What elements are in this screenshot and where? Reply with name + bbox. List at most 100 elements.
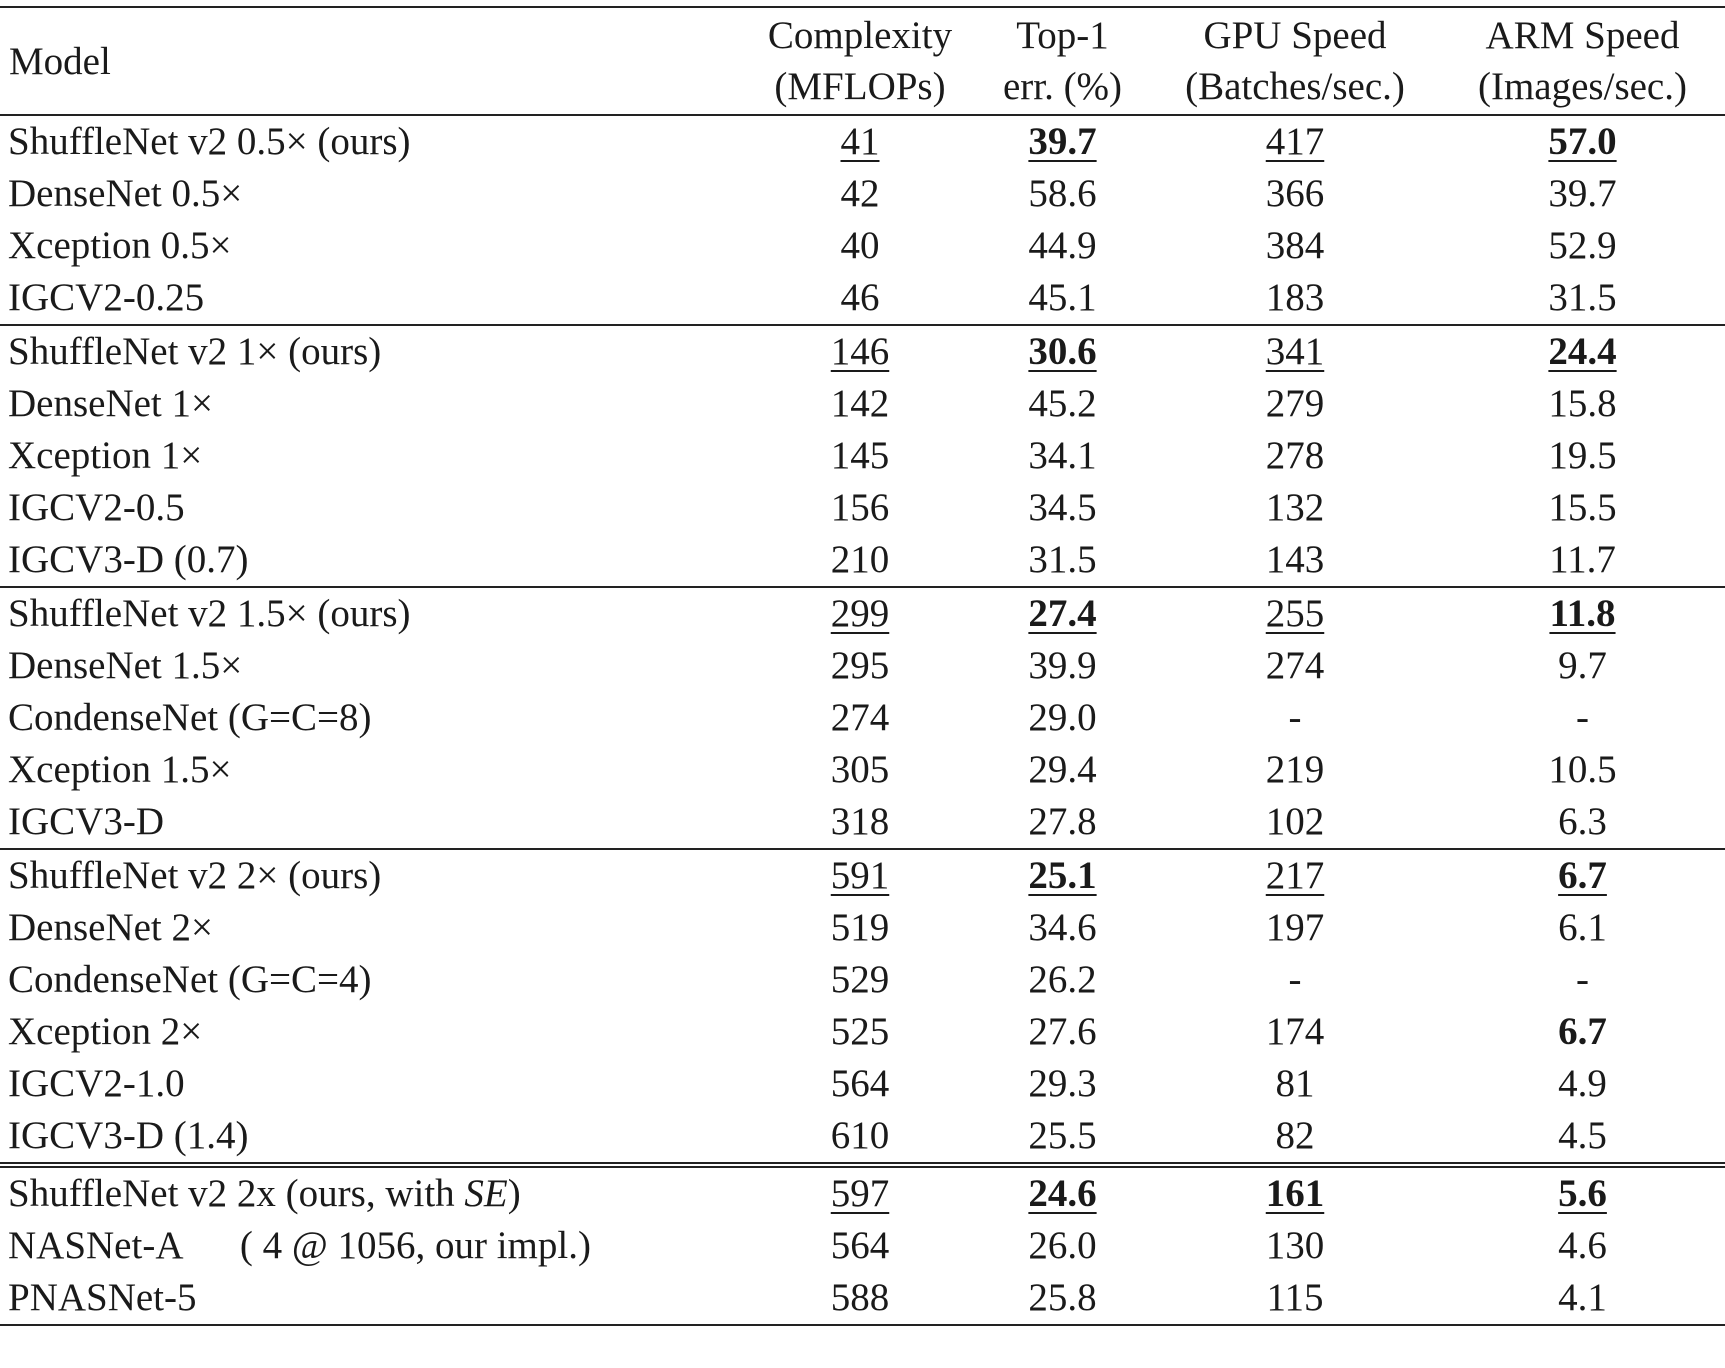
cell-text: 27.8 [1028, 800, 1097, 843]
cell-text: 26.0 [1028, 1224, 1097, 1267]
value-cell: 29.3 [975, 1058, 1150, 1110]
cell-text: 39.7 [1028, 120, 1097, 163]
cell-text: 519 [830, 906, 890, 949]
value-cell: 45.2 [975, 378, 1150, 430]
model-cell: Xception 1.5× [0, 744, 745, 796]
cell-text: 15.5 [1548, 486, 1617, 529]
header-line: ARM Speed [1485, 14, 1680, 57]
cell-text: 130 [1265, 1224, 1325, 1267]
cell-text: Xception 2× [8, 1010, 203, 1053]
value-cell: 146 [745, 325, 975, 378]
cell-text: 26.2 [1028, 958, 1097, 1001]
value-cell: 305 [745, 744, 975, 796]
cell-text: 41 [840, 120, 880, 163]
value-cell: 4.1 [1440, 1272, 1725, 1325]
value-cell: 5.6 [1440, 1165, 1725, 1220]
cell-text: 143 [1265, 538, 1325, 581]
model-cell: ShuffleNet v2 2× (ours) [0, 849, 745, 902]
table-row: IGCV3-D 318 27.8 102 6.3 [0, 796, 1725, 849]
header-cell: ARM Speed (Images/sec.) [1440, 7, 1725, 115]
cell-text: 4.5 [1558, 1114, 1607, 1157]
cell-text: 57.0 [1548, 120, 1617, 163]
value-cell: 26.2 [975, 954, 1150, 1006]
value-cell: 11.8 [1440, 587, 1725, 640]
cell-text: ShuffleNet v2 2x (ours, with [8, 1172, 465, 1215]
value-cell: 39.9 [975, 640, 1150, 692]
table-row: IGCV3-D (1.4) 610 25.5 82 4.5 [0, 1110, 1725, 1165]
table-row: CondenseNet (G=C=8) 274 29.0 - - [0, 692, 1725, 744]
cell-text: 341 [1265, 330, 1325, 373]
value-cell: 15.5 [1440, 482, 1725, 534]
value-cell: 274 [1150, 640, 1440, 692]
value-cell: 27.8 [975, 796, 1150, 849]
model-cell: CondenseNet (G=C=8) [0, 692, 745, 744]
model-cell: Xception 0.5× [0, 220, 745, 272]
value-cell: 384 [1150, 220, 1440, 272]
cell-text: 366 [1265, 172, 1325, 215]
cell-text: 31.5 [1028, 538, 1097, 581]
cell-text: IGCV3-D (0.7) [8, 538, 249, 581]
cell-text: Xception 1.5× [8, 748, 232, 791]
cell-text: 6.1 [1558, 906, 1607, 949]
value-cell: 295 [745, 640, 975, 692]
cell-text: 610 [830, 1114, 890, 1157]
cell-text: 564 [830, 1224, 890, 1267]
cell-text: 156 [830, 486, 890, 529]
cell-text: 295 [830, 644, 890, 687]
table-row: ShuffleNet v2 0.5× (ours) 41 39.7 417 57.0 [0, 115, 1725, 168]
value-cell: 4.5 [1440, 1110, 1725, 1165]
header-text: Model [9, 39, 111, 83]
value-cell: 34.1 [975, 430, 1150, 482]
table-row: DenseNet 1.5× 295 39.9 274 9.7 [0, 640, 1725, 692]
value-cell: 161 [1150, 1165, 1440, 1220]
value-cell: 41 [745, 115, 975, 168]
value-cell: 197 [1150, 902, 1440, 954]
header-line: GPU Speed [1203, 14, 1387, 57]
model-cell: IGCV3-D (0.7) [0, 534, 745, 587]
model-cell: ShuffleNet v2 0.5× (ours) [0, 115, 745, 168]
table-row: ShuffleNet v2 2× (ours) 591 25.1 217 6.7 [0, 849, 1725, 902]
results-table: Model Complexity (MFLOPs) Top-1 err. (%) GPU … [0, 6, 1725, 1326]
value-cell: 255 [1150, 587, 1440, 640]
cell-text: 34.5 [1028, 486, 1097, 529]
cell-text: ShuffleNet v2 2× (ours) [8, 854, 382, 897]
cell-text: DenseNet 1× [8, 382, 214, 425]
cell-text: 34.6 [1028, 906, 1097, 949]
row-group: ShuffleNet v2 1× (ours) 146 30.6 341 24.4 Den… [0, 325, 1725, 587]
value-cell: 564 [745, 1220, 975, 1272]
cell-text: 145 [830, 434, 890, 477]
cell-text: 10.5 [1548, 748, 1617, 791]
value-cell: 564 [745, 1058, 975, 1110]
header-cell: Top-1 err. (%) [975, 7, 1150, 115]
header-cell: Complexity (MFLOPs) [745, 7, 975, 115]
cell-text: 6.3 [1558, 800, 1607, 843]
cell-text: 44.9 [1028, 224, 1097, 267]
cell-text: 278 [1265, 434, 1325, 477]
value-cell: 217 [1150, 849, 1440, 902]
cell-text: 142 [830, 382, 890, 425]
value-cell: 26.0 [975, 1220, 1150, 1272]
model-cell: IGCV3-D [0, 796, 745, 849]
value-cell: 341 [1150, 325, 1440, 378]
cell-text: 81 [1275, 1062, 1315, 1105]
table-row: DenseNet 1× 142 45.2 279 15.8 [0, 378, 1725, 430]
model-cell: IGCV2-0.25 [0, 272, 745, 325]
table-row: ShuffleNet v2 1.5× (ours) 299 27.4 255 11.8 [0, 587, 1725, 640]
cell-text: 27.4 [1028, 592, 1097, 635]
cell-text: 279 [1265, 382, 1325, 425]
cell-text: 564 [830, 1062, 890, 1105]
header-line: Complexity [767, 14, 953, 57]
value-cell: 9.7 [1440, 640, 1725, 692]
cell-text: - [1576, 958, 1589, 1001]
value-cell: 39.7 [1440, 168, 1725, 220]
table-row: IGCV2-0.25 46 45.1 183 31.5 [0, 272, 1725, 325]
value-cell: 591 [745, 849, 975, 902]
cell-text: 6.7 [1558, 854, 1607, 897]
header-line: Top-1 [1016, 14, 1109, 57]
cell-text: ShuffleNet v2 0.5× (ours) [8, 120, 411, 163]
model-cell: NASNet-A ( 4 @ 1056, our impl.) [0, 1220, 745, 1272]
cell-text: IGCV2-1.0 [8, 1062, 185, 1105]
cell-text: 305 [830, 748, 890, 791]
value-cell: 25.8 [975, 1272, 1150, 1325]
